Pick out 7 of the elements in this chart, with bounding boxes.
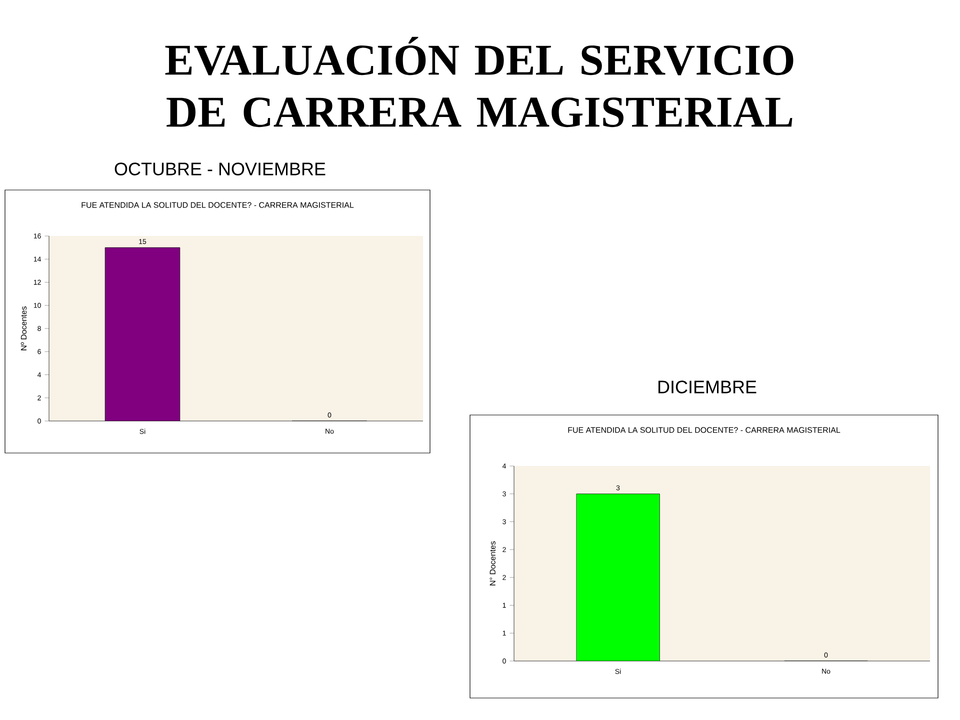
chart-title: FUE ATENDIDA LA SOLITUD DEL DOCENTE? - CARRERA MAGISTERIAL: [568, 427, 840, 433]
chart-subtitle: DICIEMBRE: [658, 380, 756, 394]
text: EVALUACIÓN DEL SERVICIO DE CARRERA MAGISTERIAL: [165, 36, 794, 128]
chart-title: FUE ATENDIDA LA SOLITUD DEL DOCENTE? - CARRERA MAGISTERIAL: [82, 202, 354, 208]
y-axis-title: N° Docentes: [490, 541, 496, 586]
chart-subtitle: OCTUBRE - NOVIEMBRE: [114, 162, 326, 176]
y-axis-title: Nº Docentes: [20, 306, 27, 350]
